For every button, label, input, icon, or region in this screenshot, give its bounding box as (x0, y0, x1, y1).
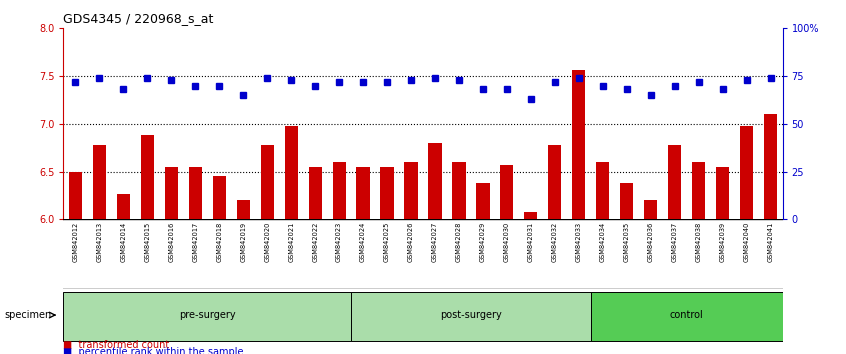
Text: GSM842041: GSM842041 (767, 222, 773, 262)
Text: control: control (670, 310, 704, 320)
Text: specimen: specimen (4, 310, 52, 320)
Text: GSM842017: GSM842017 (192, 222, 198, 262)
Bar (212, 176, 226, 219)
Text: GSM842025: GSM842025 (384, 222, 390, 262)
Text: GSM842038: GSM842038 (695, 222, 701, 262)
Bar (476, 183, 490, 219)
Text: ■  transformed count: ■ transformed count (63, 340, 170, 350)
Bar (189, 167, 202, 219)
Text: GSM842029: GSM842029 (480, 222, 486, 262)
Bar (165, 167, 178, 219)
Text: post-surgery: post-surgery (440, 310, 502, 320)
Text: GSM842030: GSM842030 (504, 222, 510, 262)
Bar (716, 167, 729, 219)
Bar (596, 162, 609, 219)
Bar (381, 167, 393, 219)
Text: GSM842023: GSM842023 (336, 222, 342, 262)
Bar (140, 135, 154, 219)
Text: pre-surgery: pre-surgery (179, 310, 235, 320)
Bar (237, 200, 250, 219)
Text: GSM842020: GSM842020 (264, 222, 270, 262)
Text: GSM842033: GSM842033 (576, 222, 582, 262)
Text: GSM842034: GSM842034 (600, 222, 606, 262)
Text: GSM842016: GSM842016 (168, 222, 174, 262)
Bar (692, 162, 706, 219)
Text: GSM842036: GSM842036 (648, 222, 654, 262)
Bar (764, 114, 777, 219)
Bar (404, 162, 418, 219)
Text: GSM842039: GSM842039 (720, 222, 726, 262)
Bar (351, 292, 591, 341)
Text: GSM842015: GSM842015 (145, 222, 151, 262)
Text: GSM842021: GSM842021 (288, 222, 294, 262)
Bar (284, 126, 298, 219)
Text: GSM842040: GSM842040 (744, 222, 750, 262)
Bar (356, 167, 370, 219)
Bar (428, 143, 442, 219)
Text: GSM842037: GSM842037 (672, 222, 678, 262)
Bar (525, 212, 537, 219)
Bar (500, 165, 514, 219)
Bar (548, 145, 562, 219)
Bar (63, 292, 351, 341)
Text: GSM842019: GSM842019 (240, 222, 246, 262)
Text: GSM842031: GSM842031 (528, 222, 534, 262)
Text: GSM842035: GSM842035 (624, 222, 629, 262)
Bar (591, 292, 783, 341)
Bar (261, 145, 274, 219)
Text: GSM842032: GSM842032 (552, 222, 558, 262)
Bar (69, 172, 82, 219)
Text: GSM842024: GSM842024 (360, 222, 366, 262)
Bar (572, 70, 585, 219)
Text: GSM842028: GSM842028 (456, 222, 462, 262)
Bar (740, 126, 753, 219)
Text: GSM842026: GSM842026 (408, 222, 414, 262)
Text: GSM842014: GSM842014 (120, 222, 126, 262)
Bar (93, 145, 106, 219)
Text: GSM842013: GSM842013 (96, 222, 102, 262)
Bar (668, 145, 681, 219)
Text: GDS4345 / 220968_s_at: GDS4345 / 220968_s_at (63, 12, 214, 25)
Bar (453, 162, 465, 219)
Text: ■  percentile rank within the sample: ■ percentile rank within the sample (63, 347, 244, 354)
Text: GSM842012: GSM842012 (73, 222, 79, 262)
Text: GSM842022: GSM842022 (312, 222, 318, 262)
Text: GSM842027: GSM842027 (432, 222, 438, 262)
Bar (620, 183, 634, 219)
Bar (644, 200, 657, 219)
Bar (309, 167, 321, 219)
Bar (332, 162, 346, 219)
Bar (117, 194, 130, 219)
Text: GSM842018: GSM842018 (217, 222, 222, 262)
